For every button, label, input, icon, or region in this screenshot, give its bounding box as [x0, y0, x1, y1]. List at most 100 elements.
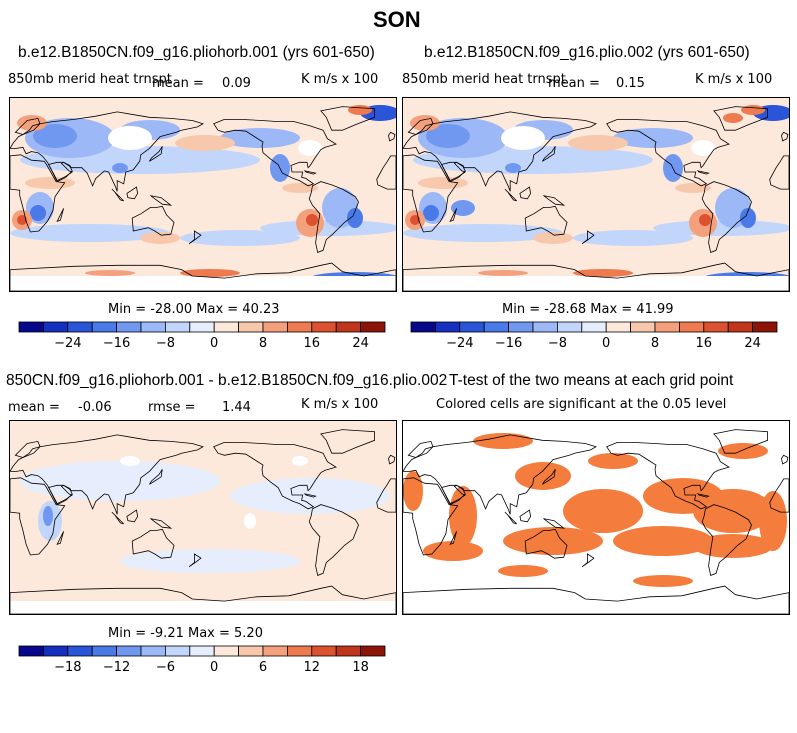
field-patch: [108, 126, 152, 150]
panel1-map-field: [10, 98, 396, 291]
field-patch: [699, 214, 711, 226]
coastline: [188, 553, 202, 568]
field-patch: [120, 456, 140, 466]
field-background: [10, 601, 396, 614]
coastline: [131, 528, 175, 559]
colorbar-tick-label: 8: [651, 336, 659, 351]
colorbar-swatch: [532, 321, 558, 333]
coastline: [504, 511, 517, 525]
coastline: [10, 262, 396, 291]
field-patch: [20, 461, 220, 501]
colorbar-swatch: [630, 321, 656, 333]
field-patch: [403, 224, 563, 242]
significant-cells: [718, 443, 768, 459]
colorbar-tick-label: 24: [744, 336, 761, 351]
coastline: [149, 146, 163, 162]
panel2-mean-value: 0.15: [616, 76, 645, 91]
field-patch: [533, 232, 573, 244]
coastline: [10, 477, 66, 556]
colorbar-tick-label: −8: [156, 336, 175, 351]
coastline: [504, 188, 517, 202]
significant-cells: [563, 489, 643, 533]
coastline: [14, 117, 41, 135]
coastline: [403, 154, 459, 233]
colorbar-swatch: [335, 645, 362, 657]
colorbar-swatch: [238, 321, 264, 333]
colorbar-tick-label: −24: [54, 336, 81, 351]
significant-cells: [498, 565, 548, 577]
coastline: [441, 484, 466, 506]
field-patch: [244, 513, 256, 529]
field-background: [403, 276, 789, 291]
coastline: [769, 478, 789, 513]
coastline: [441, 161, 466, 183]
significant-cells: [759, 491, 787, 551]
colorbar-swatch: [581, 321, 607, 333]
panel1-map: [9, 97, 397, 292]
colorbar-swatch: [140, 321, 166, 333]
coastline: [403, 585, 789, 614]
panel4-map-field: [403, 429, 789, 614]
colorbar-swatch: [360, 321, 386, 333]
colorbar-tick-label: 6: [259, 660, 267, 675]
field-patch: [33, 124, 77, 148]
coastline: [48, 161, 73, 183]
panel1-mean-value: 0.09: [222, 76, 251, 91]
panel1-variable-label: 850mb merid heat trnspt: [8, 72, 172, 87]
colorbar-swatch: [213, 645, 239, 657]
significant-cells: [515, 462, 571, 490]
coastline: [111, 188, 124, 202]
coastline: [403, 262, 789, 291]
coastline: [126, 186, 139, 200]
panel4-map: [402, 420, 790, 615]
coastline: [542, 469, 556, 485]
field-patch: [347, 208, 363, 228]
colorbar-swatch: [67, 645, 93, 657]
coastline: [449, 208, 457, 222]
panel3-map: [9, 420, 397, 615]
panel1-colorbar: −24 −16 −8 0 8 16 24: [18, 321, 386, 351]
colorbar-swatch: [556, 321, 583, 333]
figure-title: SON: [373, 7, 421, 32]
colorbar-swatch: [605, 321, 631, 333]
field-patch: [573, 269, 633, 277]
coastline: [149, 469, 163, 485]
colorbar-tick-label: −16: [495, 336, 522, 351]
colorbar-tick-label: 18: [352, 660, 369, 675]
coastline: [519, 186, 532, 200]
field-patch: [568, 135, 628, 151]
field-patch: [505, 163, 521, 173]
field-patch: [220, 128, 300, 148]
panel4-title: T-test of the two means at each grid poi…: [449, 372, 734, 389]
panel1-units: K m/s x 100: [301, 72, 379, 87]
coastline: [701, 181, 752, 253]
colorbar-swatch: [459, 321, 485, 333]
field-patch: [573, 230, 693, 246]
colorbar-swatch: [164, 645, 191, 657]
coastline: [308, 504, 359, 576]
colorbar-swatch: [360, 645, 386, 657]
coastline: [519, 509, 532, 523]
coastline: [407, 117, 434, 135]
colorbar-swatch: [654, 321, 680, 333]
colorbar-tick-label: −24: [446, 336, 473, 351]
colorbar-swatch: [164, 321, 191, 333]
field-background: [10, 421, 396, 614]
coastline: [781, 131, 789, 142]
colorbar-swatch: [116, 645, 142, 657]
significant-cells: [423, 541, 483, 561]
colorbar-swatch: [678, 321, 705, 333]
coastline: [581, 553, 595, 568]
significant-cells: [588, 453, 638, 469]
coastline: [48, 484, 73, 506]
colorbar-swatch: [508, 321, 534, 333]
coastline: [388, 131, 396, 142]
field-background: [10, 276, 396, 291]
coastline: [524, 528, 568, 559]
panel2-minmax: Min = -28.68 Max = 41.99: [502, 302, 674, 317]
panel3-mean-value: -0.06: [78, 400, 112, 415]
panel2-colorbar: −24 −16 −8 0 8 16 24: [410, 321, 778, 351]
panel2-title: b.e12.B1850CN.f09_g16.plio.002 (yrs 601-…: [424, 44, 750, 61]
coastline: [126, 509, 139, 523]
colorbar-swatch: [286, 321, 313, 333]
